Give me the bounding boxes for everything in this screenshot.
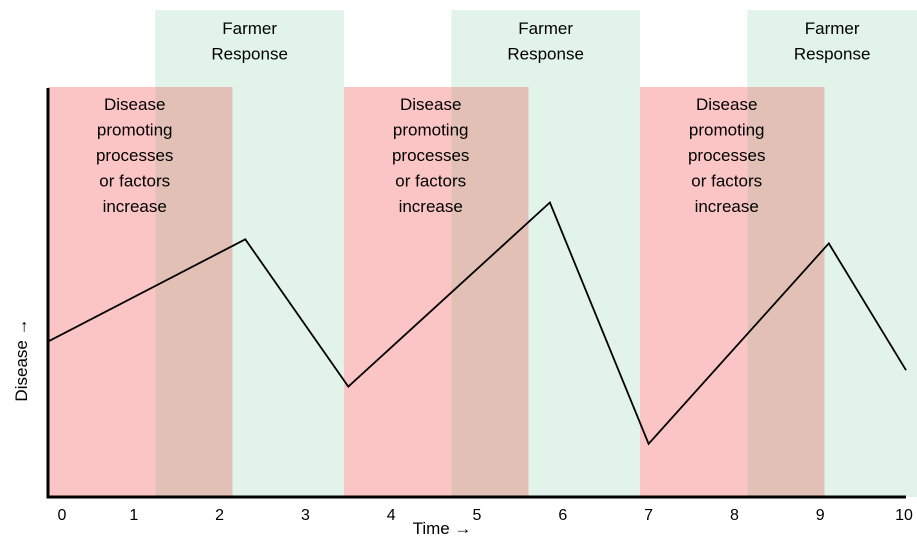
- axes-layer: [46, 88, 906, 499]
- disease-band-label: promoting: [97, 121, 173, 140]
- disease-band-label: or factors: [395, 172, 466, 191]
- disease-band-label: increase: [399, 197, 463, 216]
- farmer-response-label: Farmer: [222, 19, 277, 38]
- disease-band-label: processes: [688, 146, 765, 165]
- bands-layer: [48, 10, 917, 497]
- farmer-response-label: Farmer: [805, 19, 860, 38]
- x-axis-label: Time →: [413, 519, 472, 538]
- farmer-response-label: Response: [211, 45, 288, 64]
- farmer-response-label: Farmer: [518, 19, 573, 38]
- disease-band-label: promoting: [689, 121, 765, 140]
- x-tick-label: 9: [816, 507, 825, 524]
- x-tick-label: 6: [558, 507, 567, 524]
- x-tick-label: 10: [895, 507, 913, 524]
- disease-band-label: or factors: [99, 172, 170, 191]
- band-overlap: [155, 87, 233, 497]
- series-layer: [47, 200, 907, 446]
- x-tick-label: 4: [387, 507, 396, 524]
- x-tick-label: 1: [129, 507, 138, 524]
- x-tick-label: 5: [473, 507, 482, 524]
- x-tick-label: 7: [644, 507, 653, 524]
- x-tick-label: 3: [301, 507, 310, 524]
- farmer-response-label: Response: [507, 45, 584, 64]
- x-tick-label: 8: [730, 507, 739, 524]
- farmer-response-label: Response: [794, 45, 871, 64]
- disease-band-label: or factors: [691, 172, 762, 191]
- x-tick-labels: 0 1 2 3 4 5 6 7 8 9 10: [58, 507, 913, 524]
- y-axis-label: Disease →: [12, 318, 31, 401]
- disease-band-label: increase: [103, 197, 167, 216]
- disease-band-label: Disease: [400, 95, 461, 114]
- disease-band-label: processes: [392, 146, 469, 165]
- x-tick-label: 2: [215, 507, 224, 524]
- band-labels: Disease promoting processes or factors incre…: [96, 19, 870, 216]
- disease-band-label: Disease: [696, 95, 757, 114]
- x-tick-label: 0: [58, 507, 67, 524]
- disease-band-label: Disease: [104, 95, 165, 114]
- band-overlap: [451, 87, 529, 497]
- disease-band-label: increase: [695, 197, 759, 216]
- disease-band-label: promoting: [393, 121, 469, 140]
- disease-level-line: [47, 200, 907, 446]
- disease-band-label: processes: [96, 146, 173, 165]
